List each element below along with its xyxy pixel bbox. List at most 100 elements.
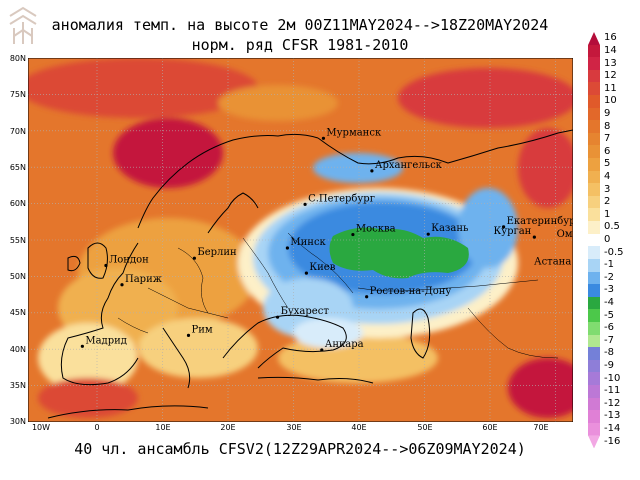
colorbar-swatch <box>588 309 600 323</box>
city-marker <box>303 202 307 206</box>
city-marker <box>304 271 308 275</box>
colorbar-label: -0.5 <box>604 246 624 258</box>
city-marker <box>285 246 289 250</box>
city-label: Минск <box>290 237 326 248</box>
colorbar-swatch <box>588 183 600 197</box>
city-label: Анкара <box>325 339 364 350</box>
colorbar-swatch <box>588 246 600 260</box>
temperature-anomaly-map: Мурманск Архангельск С.Петербург Москва Каза… <box>28 58 573 422</box>
city-marker <box>104 263 108 268</box>
city-marker <box>120 283 124 287</box>
city-marker <box>275 315 280 319</box>
city-marker <box>426 232 430 236</box>
city-label: Архангельск <box>375 160 443 171</box>
colorbar-swatch <box>588 422 600 436</box>
colorbar-label: 16 <box>604 32 617 44</box>
city-marker <box>351 232 355 237</box>
lat-label: 45N <box>9 308 26 317</box>
colorbar-label: 10 <box>604 95 617 107</box>
colorbar-swatch <box>588 208 600 222</box>
lat-label: 55N <box>9 236 26 245</box>
lat-label: 65N <box>9 163 26 172</box>
colorbar-label: 6 <box>604 145 611 157</box>
lat-label: 75N <box>9 90 26 99</box>
colorbar-swatch <box>588 44 600 58</box>
colorbar-swatch <box>588 233 600 247</box>
colorbar-swatch <box>588 69 600 83</box>
map-subtitle: норм. ряд CFSR 1981-2010 <box>191 36 409 54</box>
colorbar-label: -8 <box>604 347 614 359</box>
colorbar-swatch <box>588 296 600 310</box>
lon-label: 0 <box>94 423 100 432</box>
lat-label: 35N <box>9 381 26 390</box>
colorbar-label: 11 <box>604 82 617 94</box>
colorbar-swatch <box>588 107 600 121</box>
colorbar-label: -10 <box>604 372 621 384</box>
colorbar-label: -9 <box>604 360 614 372</box>
city-label: Мадрид <box>85 335 127 346</box>
city-marker <box>370 169 374 173</box>
colorbar-swatch <box>588 321 600 336</box>
colorbar-swatch <box>588 120 600 134</box>
city-marker <box>365 295 369 299</box>
lat-label: 30N <box>9 417 26 426</box>
city-label: Лондон <box>109 254 149 265</box>
colorbar-label: 12 <box>604 70 617 82</box>
colorbar-swatch <box>588 170 600 184</box>
colorbar-label: 13 <box>604 57 617 69</box>
city-label: Астана <box>534 257 571 268</box>
colorbar-swatch <box>588 334 600 348</box>
colorbar-swatch <box>588 284 600 298</box>
lon-label: 70E <box>533 423 549 432</box>
city-label: Рим <box>191 324 212 335</box>
ornament-logo <box>9 6 37 44</box>
colorbar-label: -14 <box>604 423 621 435</box>
colorbar-label: 0.5 <box>604 221 620 233</box>
city-label: Киев <box>309 262 335 273</box>
colorbar-label: 2 <box>604 196 611 208</box>
colorbar-swatch <box>588 132 600 146</box>
colorbar-label: -16 <box>604 435 621 447</box>
colorbar-swatch <box>588 384 600 399</box>
colorbar-swatch <box>588 410 600 424</box>
colorbar-label: 5 <box>604 158 611 170</box>
city-marker <box>320 348 324 352</box>
lat-label: 80N <box>9 54 26 63</box>
city-marker <box>321 136 326 140</box>
lat-label: 40N <box>9 345 26 354</box>
lon-label: 20E <box>220 423 236 432</box>
colorbar-swatch <box>588 221 600 235</box>
colorbar-swatch <box>588 82 600 96</box>
city-marker <box>532 235 536 239</box>
city-marker <box>80 344 84 348</box>
colorbar-label: -6 <box>604 322 614 334</box>
colorbar-swatch <box>588 158 600 172</box>
lon-label: 10W <box>31 423 51 432</box>
colorbar-swatch <box>588 145 600 159</box>
lon-label: 40E <box>351 423 367 432</box>
lon-label: 30E <box>286 423 302 432</box>
colorbar-label: 1 <box>604 208 611 220</box>
colorbar-swatch <box>588 57 600 71</box>
colorbar-label: -11 <box>604 385 621 397</box>
colorbar-label: 7 <box>604 133 611 145</box>
city-label: Курган <box>493 226 531 237</box>
lon-label: 10E <box>155 423 171 432</box>
city-label: Москва <box>356 224 396 235</box>
city-marker <box>186 333 191 337</box>
colorbar-label: -1 <box>604 259 614 271</box>
colorbar-label: 3 <box>604 183 611 195</box>
city-label: Омск <box>557 229 573 240</box>
city-label: Берлин <box>197 247 237 258</box>
colorbar-swatch <box>588 347 600 361</box>
city-label: Екатеринбург <box>507 216 573 227</box>
colorbar-label: -5 <box>604 309 614 321</box>
map-title: аномалия темп. на высоте 2м 00Z11MAY2024… <box>51 16 549 34</box>
colorbar-label: -2 <box>604 271 614 283</box>
colorbar-label: -12 <box>604 397 621 409</box>
city-label: Париж <box>125 274 163 285</box>
city-label: С.Петербург <box>308 193 375 204</box>
city-label: Мурманск <box>326 127 382 138</box>
lon-label: 60E <box>482 423 498 432</box>
colorbar-label: 0 <box>604 234 611 245</box>
